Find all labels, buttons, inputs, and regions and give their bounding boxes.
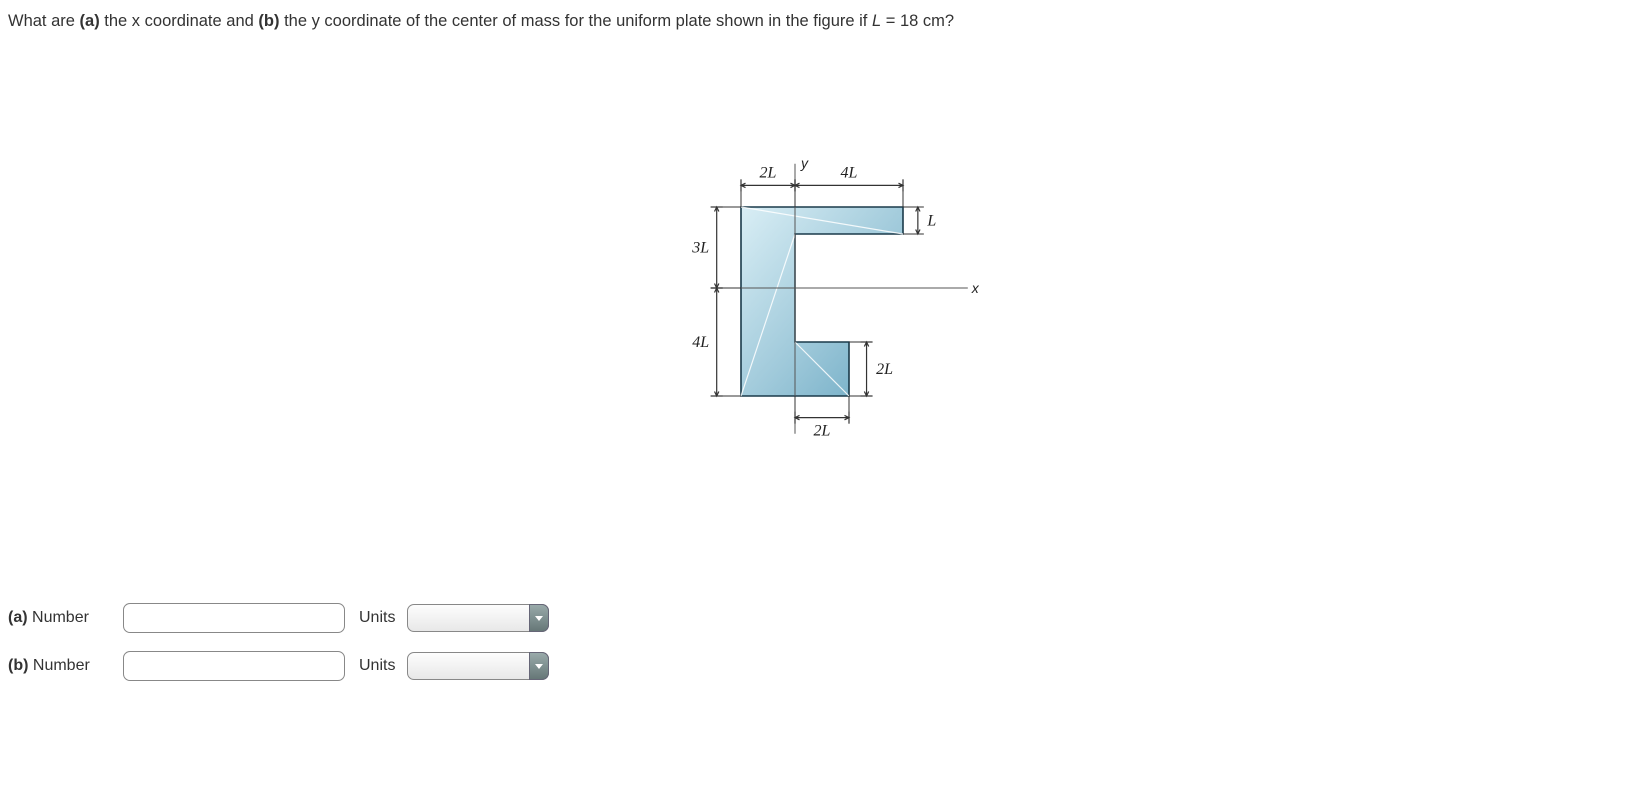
svg-text:x: x <box>971 280 980 296</box>
answer-a-input[interactable] <box>123 603 345 633</box>
svg-text:L: L <box>926 213 936 230</box>
answer-b-tag: (b) <box>8 657 28 674</box>
q-part-a-tag: (a) <box>80 12 100 30</box>
units-select-a[interactable] <box>407 604 549 632</box>
answer-a-label: (a) Number <box>8 609 113 627</box>
answer-b-input[interactable] <box>123 651 345 681</box>
svg-text:2L: 2L <box>814 423 831 440</box>
svg-text:2L: 2L <box>760 164 777 181</box>
svg-text:2L: 2L <box>876 361 893 378</box>
q-prefix: What are <box>8 12 80 30</box>
q-var: L <box>872 12 881 30</box>
svg-text:4L: 4L <box>841 164 858 181</box>
answer-row-a: (a) Number Units <box>8 603 1642 633</box>
q-value: 18 <box>900 12 918 30</box>
units-label-a: Units <box>359 609 395 627</box>
q-part-b-text: the y coordinate of the center of mass f… <box>279 12 872 30</box>
units-select-b[interactable] <box>407 652 549 680</box>
answers-block: (a) Number Units (b) Number Units <box>8 603 1642 681</box>
svg-text:3L: 3L <box>691 240 709 257</box>
units-label-b: Units <box>359 657 395 675</box>
question-text: What are (a) the x coordinate and (b) th… <box>8 10 1642 33</box>
q-eq: = <box>881 12 900 30</box>
answer-a-tag: (a) <box>8 609 28 626</box>
answer-b-label: (b) Number <box>8 657 113 675</box>
q-unit: cm? <box>918 12 954 30</box>
answer-row-b: (b) Number Units <box>8 651 1642 681</box>
q-part-a-text: the x coordinate and <box>100 12 259 30</box>
figure-container: y x 2L 4L L 3L 4L 2L 2L <box>8 93 1642 493</box>
svg-text:y: y <box>800 155 809 171</box>
answer-a-text: Number <box>28 609 89 626</box>
q-part-b-tag: (b) <box>258 12 279 30</box>
svg-text:4L: 4L <box>692 334 709 351</box>
answer-b-text: Number <box>28 657 89 674</box>
plate-figure: y x 2L 4L L 3L 4L 2L 2L <box>645 93 1005 493</box>
